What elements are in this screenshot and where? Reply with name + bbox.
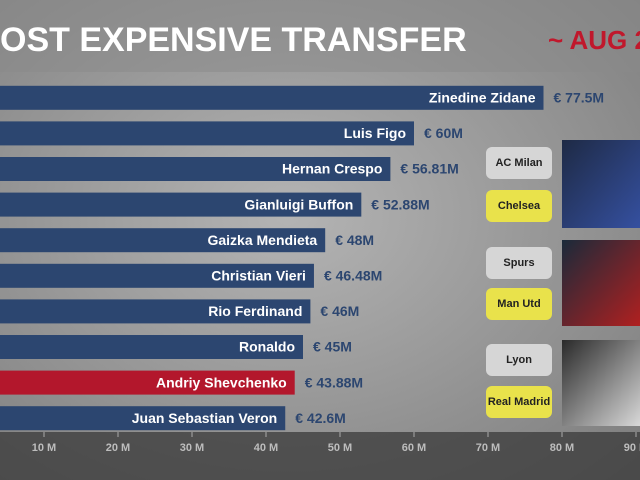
value-label: € 48M [335,232,374,248]
club-box [486,247,552,279]
club-label: Spurs [503,257,534,269]
x-tick-label: 20 M [106,442,130,454]
x-tick-label: 90 M [624,442,640,454]
bar [0,406,286,431]
bar [0,335,303,359]
x-tick-label: 30 M [180,442,204,454]
category-label: Gaizka Mendieta [207,232,317,248]
club-label: Real Madrid [488,396,550,408]
x-tick-label: 70 M [476,442,500,454]
club-label: Lyon [506,354,532,366]
category-label: Andriy Shevchenko [156,374,287,390]
value-label: € 46.48M [324,268,382,284]
bar [0,263,314,288]
x-tick-label: 50 M [328,442,352,454]
title-band [0,0,640,72]
player-photo [562,140,640,228]
bar [0,85,544,110]
bar [0,228,326,253]
value-label: € 56.81M [400,161,458,177]
value-label: € 77.5M [554,90,605,106]
x-tick-label: 10 M [32,442,56,454]
category-label: Gianluigi Buffon [244,196,353,212]
club-label: AC Milan [495,157,542,169]
chart-title: OST EXPENSIVE TRANSFER [0,21,467,59]
bar [0,299,311,324]
club-box [486,190,552,222]
x-tick-label: 40 M [254,442,278,454]
x-tick-label: 80 M [550,442,574,454]
club-label: Man Utd [497,298,540,310]
category-label: Luis Figo [344,125,406,141]
bar [0,121,414,146]
axis-band [0,432,640,480]
category-label: Hernan Crespo [282,161,382,177]
club-box [486,386,552,418]
chart-subtitle: ~ AUG 2 [548,25,640,55]
value-label: € 43.88M [305,374,363,390]
value-label: € 45M [313,339,352,355]
category-label: Ronaldo [239,339,295,355]
player-photo [562,340,640,426]
category-label: Zinedine Zidane [429,90,536,106]
player-photo [562,240,640,326]
club-panel: AC Milan Chelsea Spurs Man Utd Lyon Real… [486,140,640,426]
category-label: Rio Ferdinand [208,303,302,319]
value-label: € 46M [320,303,359,319]
club-box [486,344,552,376]
bar [0,370,295,395]
bar [0,192,362,217]
category-label: Christian Vieri [211,268,306,284]
value-label: € 52.88M [371,196,429,212]
value-label: € 42.6M [295,410,346,426]
club-label: Chelsea [498,200,541,212]
club-box [486,288,552,320]
club-box [486,147,552,179]
x-tick-label: 60 M [402,442,426,454]
bar [0,157,391,181]
category-label: Juan Sebastian Veron [132,410,278,426]
value-label: € 60M [424,125,463,141]
